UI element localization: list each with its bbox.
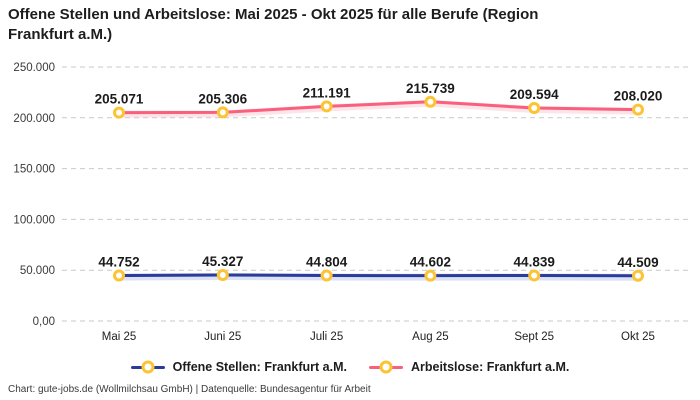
- chart-title: Offene Stellen und Arbeitslose: Mai 2025…: [8, 6, 539, 44]
- y-tick-label: 50.000: [20, 265, 55, 277]
- data-point-marker[interactable]: [528, 102, 541, 115]
- y-tick-label: 0,00: [33, 316, 55, 328]
- legend-label: Arbeitslose: Frankfurt a.M.: [410, 360, 570, 374]
- data-point-label: 215.739: [406, 81, 455, 96]
- data-point-marker[interactable]: [216, 268, 229, 281]
- data-point-label: 44.839: [514, 254, 555, 269]
- line-chart: 0,00 50.000 100.000 150.000 200.000 250.000 Ma…: [13, 62, 688, 343]
- legend-label: Offene Stellen: Frankfurt a.M.: [172, 360, 347, 374]
- legend-item-offene-stellen[interactable]: Offene Stellen: Frankfurt a.M.: [130, 360, 347, 374]
- y-tick-label: 150.000: [13, 164, 55, 176]
- y-tick-label: 200.000: [13, 113, 55, 125]
- data-point-marker[interactable]: [632, 103, 644, 116]
- data-point-label: 211.191: [303, 85, 352, 100]
- y-tick-label: 100.000: [13, 214, 55, 226]
- data-point-label: 205.306: [198, 91, 247, 106]
- series-line-arbeitslose-frankfurt-a-m: [117, 100, 640, 115]
- series-line-offene-stellen-frankfurt-a-m: [117, 273, 640, 278]
- legend-line-swatch: [130, 360, 165, 374]
- legend-line-swatch: [368, 360, 403, 374]
- y-tick-label: 250.000: [13, 62, 55, 74]
- source-note: Chart: gute-jobs.de (Wollmilchsau GmbH) …: [8, 384, 371, 395]
- data-point-label: 44.804: [306, 254, 348, 269]
- data-point-marker[interactable]: [528, 269, 541, 282]
- x-tick-label: Aug 25: [412, 331, 448, 343]
- data-point-label: 44.752: [98, 255, 139, 270]
- data-point-label: 45.327: [202, 254, 243, 269]
- data-point-marker[interactable]: [113, 269, 125, 282]
- data-point-label: 44.509: [617, 255, 658, 270]
- x-tick-label: Juli 25: [310, 331, 343, 343]
- data-point-label: 208.020: [614, 89, 663, 104]
- x-tick-label: Sept 25: [514, 331, 554, 343]
- legend-marker-icon: [141, 360, 155, 374]
- data-point-marker[interactable]: [632, 269, 644, 282]
- legend: Offene Stellen: Frankfurt a.M. Arbeitslo…: [0, 358, 700, 376]
- data-point-marker[interactable]: [424, 269, 437, 282]
- data-point-marker[interactable]: [320, 269, 333, 282]
- x-tick-label: Juni 25: [204, 331, 241, 343]
- data-point-label: 44.602: [410, 255, 451, 270]
- data-point-marker[interactable]: [320, 100, 333, 113]
- data-point-marker[interactable]: [424, 95, 437, 108]
- x-tick-label: Mai 25: [102, 331, 137, 343]
- data-point-marker[interactable]: [113, 106, 125, 119]
- legend-item-arbeitslose[interactable]: Arbeitslose: Frankfurt a.M.: [368, 360, 570, 374]
- data-point-label: 205.071: [95, 92, 144, 107]
- data-point-marker[interactable]: [216, 106, 229, 119]
- x-tick-label: Okt 25: [621, 331, 655, 343]
- legend-marker-icon: [379, 360, 393, 374]
- data-point-label: 209.594: [510, 87, 559, 102]
